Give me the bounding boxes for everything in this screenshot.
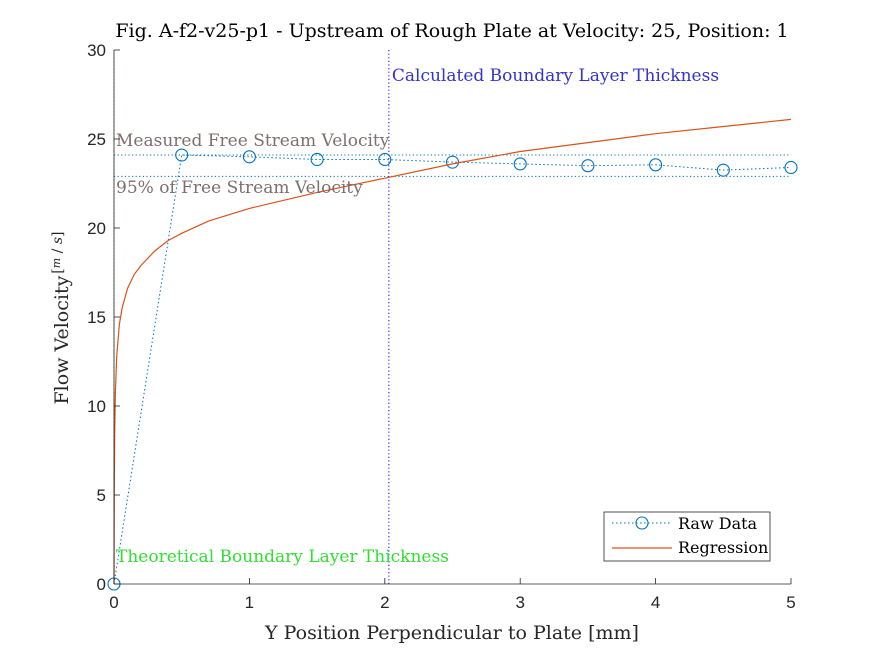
raw-data-point <box>716 163 730 177</box>
axes-box <box>114 50 791 584</box>
legend-raw-marker <box>635 516 649 530</box>
reference-label-3: Calculated Boundary Layer Thickness <box>392 66 719 86</box>
reference-label-2: 95% of Free Stream Velocity <box>116 178 363 198</box>
y-tick-label: 30 <box>87 41 106 60</box>
y-tick-label: 15 <box>87 308 106 327</box>
svg-text:Flow Velocity[m / s]: Flow Velocity[m / s] <box>50 231 73 404</box>
raw-data-point <box>175 148 189 162</box>
raw-data-point <box>513 157 527 171</box>
x-tick-label: 5 <box>786 593 795 612</box>
y-tick-label: 20 <box>87 219 106 238</box>
series-regression-line <box>113 118 792 585</box>
annotations: Measured Free Stream Velocity 95% of Free… <box>116 66 719 567</box>
raw-data-point <box>649 158 663 172</box>
x-axis-label: Y Position Perpendicular to Plate [mm] <box>264 622 639 644</box>
y-tick-label: 25 <box>87 130 106 149</box>
raw-data-point <box>242 150 256 164</box>
x-tick-label: 1 <box>245 593 254 612</box>
x-tick-label: 0 <box>109 593 118 612</box>
plot-area: Measured Free Stream Velocity 95% of Free… <box>87 41 798 612</box>
y-tick-label: 0 <box>97 575 106 594</box>
series-raw-line <box>113 154 792 585</box>
y-axis-label: Flow Velocity[m / s] <box>50 231 73 404</box>
raw-data-point <box>378 152 392 167</box>
y-axis-label-unit-num: m <box>50 258 63 268</box>
y-axis-ticks: 0 5 10 15 20 25 30 <box>87 41 120 594</box>
raw-data-point <box>784 160 798 175</box>
legend: Raw Data Regression <box>603 511 771 562</box>
reference-label-1: Measured Free Stream Velocity <box>116 131 390 151</box>
y-axis-label-main: Flow Velocity <box>51 275 73 404</box>
reference-label-4: Theoretical Boundary Layer Thickness <box>116 547 449 567</box>
raw-data-point <box>581 159 595 173</box>
y-tick-label: 10 <box>87 397 106 416</box>
raw-data-point <box>445 155 460 169</box>
x-tick-label: 4 <box>651 593 660 612</box>
legend-box <box>603 511 771 562</box>
series-layer <box>107 118 798 591</box>
y-tick-label: 5 <box>97 486 106 505</box>
raw-data-point <box>310 152 324 167</box>
legend-raw-label: Raw Data <box>678 514 758 533</box>
x-tick-label: 2 <box>380 593 389 612</box>
chart-title: Fig. A-f2-v25-p1 - Upstream of Rough Pla… <box>115 20 788 42</box>
x-tick-label: 3 <box>515 593 524 612</box>
y-axis-label-unit-den: s <box>50 237 66 244</box>
legend-regression-label: Regression <box>678 538 768 557</box>
x-axis-ticks: 0 1 2 3 4 5 <box>109 578 796 612</box>
